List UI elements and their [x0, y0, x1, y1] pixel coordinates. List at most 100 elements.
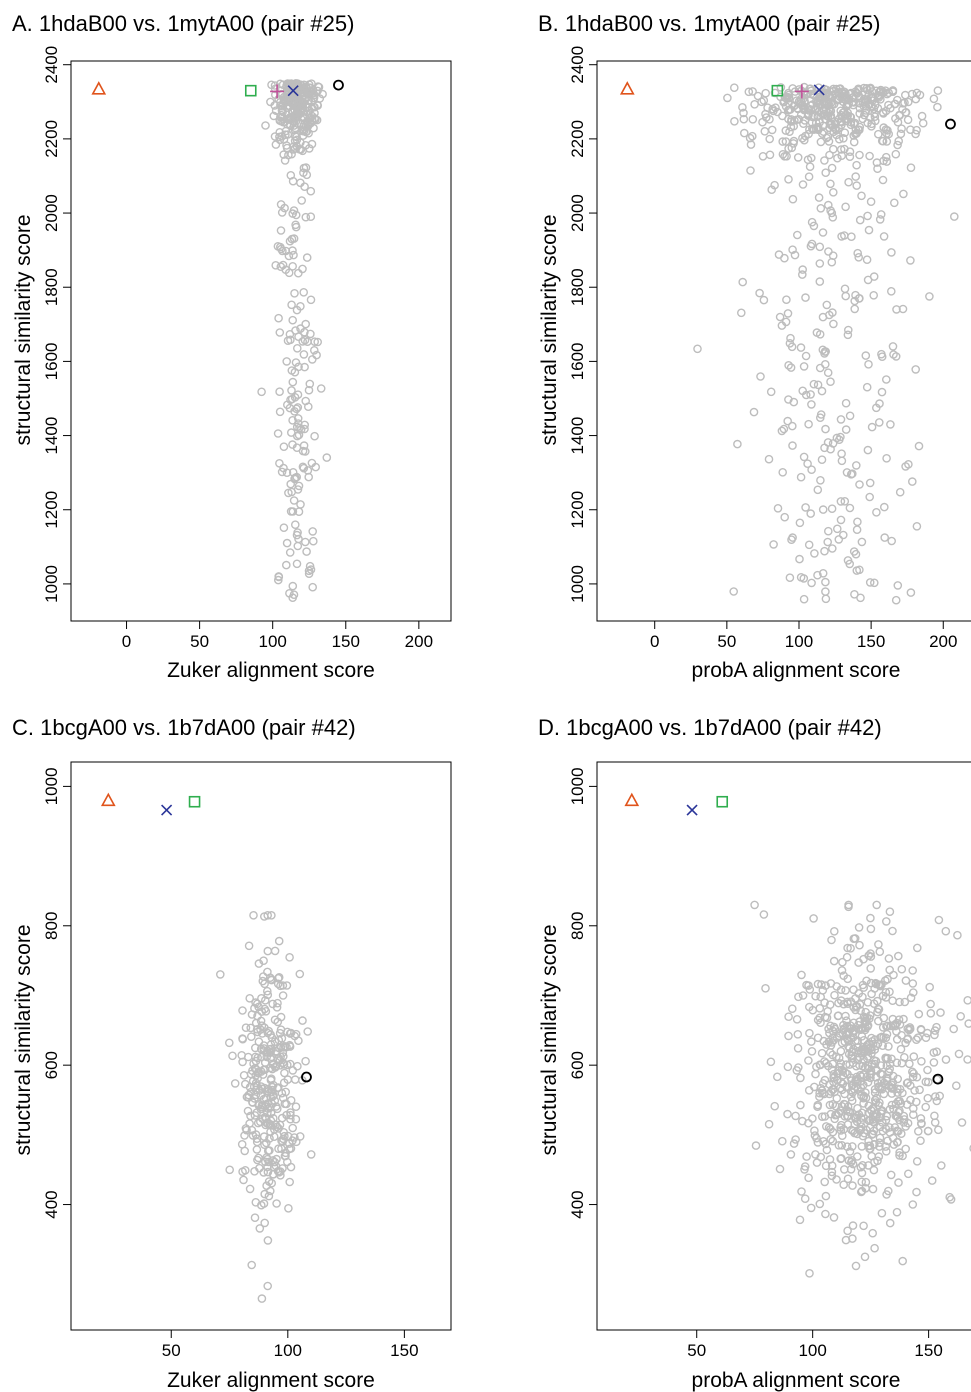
data-point: [841, 986, 850, 995]
data-point: [836, 515, 846, 525]
data-point: [290, 1031, 300, 1041]
data-point: [730, 83, 739, 92]
data-point: [830, 1114, 840, 1124]
data-point: [823, 1061, 833, 1071]
data-point: [292, 343, 302, 353]
data-point: [887, 1054, 896, 1064]
data-point: [309, 93, 319, 103]
data-point: [894, 1178, 903, 1187]
data-point: [746, 166, 755, 175]
data-point: [861, 1007, 871, 1017]
data-point: [775, 312, 785, 322]
data-point: [856, 593, 865, 603]
data-point: [291, 222, 301, 232]
marker-circle: [333, 79, 344, 91]
panel-d-y-tick-label: 800: [568, 912, 587, 940]
data-point: [888, 86, 898, 95]
data-point: [263, 1281, 273, 1291]
data-point: [748, 87, 757, 96]
data-point: [851, 1261, 861, 1271]
data-point: [863, 211, 872, 221]
panel-c-y-tick-label: 1000: [42, 767, 61, 805]
data-point: [750, 900, 759, 910]
data-point: [901, 1144, 911, 1154]
data-point: [282, 143, 292, 153]
data-point: [811, 1150, 820, 1159]
data-point: [826, 1041, 836, 1050]
data-point: [296, 98, 306, 107]
data-point: [877, 352, 887, 362]
data-point: [848, 1181, 857, 1190]
data-point: [268, 1156, 278, 1165]
data-point: [276, 1052, 285, 1062]
data-point: [886, 420, 895, 429]
data-point: [306, 186, 316, 196]
data-point: [766, 387, 776, 397]
panel-d: D. 1bcgA00 vs. 1b7dA00 (pair #42) probA …: [538, 715, 971, 1392]
data-point: [901, 462, 910, 471]
data-point: [784, 395, 793, 404]
data-point: [828, 544, 837, 553]
data-point: [865, 578, 875, 587]
data-point: [854, 1020, 863, 1030]
data-point: [238, 1006, 247, 1015]
data-point: [837, 151, 847, 160]
data-point: [813, 1033, 823, 1043]
data-point: [809, 221, 819, 231]
data-point: [306, 565, 316, 574]
data-point: [291, 1137, 301, 1147]
data-point: [870, 112, 880, 121]
data-point: [890, 99, 900, 109]
data-point: [281, 560, 291, 570]
data-point: [848, 1033, 858, 1042]
data-point: [248, 1098, 257, 1107]
data-point: [844, 902, 853, 912]
data-point: [829, 144, 838, 154]
data-point: [778, 467, 788, 477]
data-point: [906, 588, 916, 597]
data-point: [800, 96, 809, 106]
data-point: [864, 225, 874, 235]
data-point: [879, 156, 888, 166]
data-point: [830, 990, 839, 1000]
data-point: [833, 524, 842, 534]
data-point: [770, 88, 780, 98]
data-point: [285, 589, 294, 598]
data-point: [906, 163, 916, 172]
data-point: [288, 176, 298, 186]
data-point: [241, 1023, 251, 1032]
data-point: [846, 117, 856, 127]
data-point: [775, 1164, 785, 1174]
data-point: [279, 442, 289, 452]
data-point: [862, 382, 872, 392]
data-point: [293, 541, 303, 551]
panel-b-x-tick-label: 0: [650, 632, 659, 651]
panel-b-x-tick-label: 50: [717, 632, 736, 651]
data-point: [865, 151, 874, 161]
data-point: [761, 984, 770, 993]
data-point: [301, 1056, 310, 1066]
data-point: [790, 250, 800, 260]
data-point: [827, 1167, 837, 1177]
panel-c-x-tick-label: 50: [162, 1341, 181, 1360]
data-point: [895, 1151, 904, 1160]
data-point: [313, 337, 323, 347]
data-point: [890, 198, 899, 208]
data-point: [767, 125, 777, 135]
data-point: [307, 103, 317, 113]
panel-b-y-tick-label: 1200: [568, 491, 587, 529]
data-point: [900, 98, 909, 107]
data-point: [292, 472, 302, 482]
data-point: [929, 94, 939, 104]
data-point: [748, 131, 757, 141]
data-point: [816, 203, 826, 213]
data-point: [788, 441, 797, 450]
data-point: [793, 1030, 803, 1039]
data-point: [825, 1100, 835, 1110]
data-point: [290, 520, 300, 530]
data-point: [308, 582, 318, 592]
data-point: [822, 1145, 832, 1155]
data-point: [921, 1033, 931, 1042]
data-point: [843, 1174, 853, 1184]
data-point: [837, 117, 847, 127]
